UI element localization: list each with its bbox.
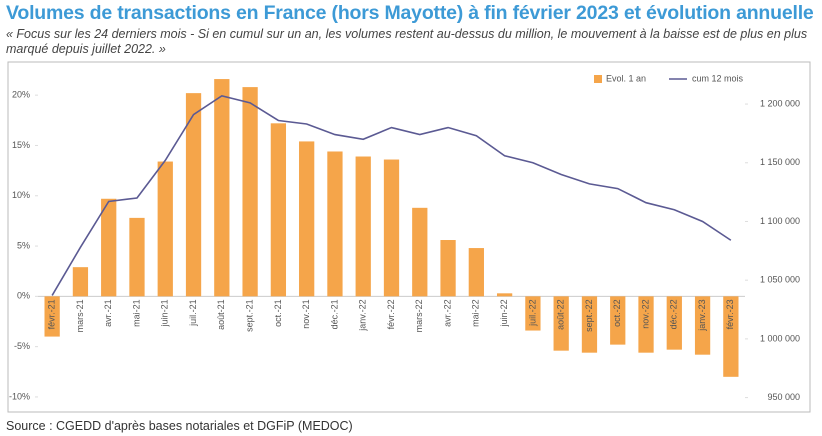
chart-title: Volumes de transactions en France (hors … (6, 2, 814, 24)
y2-tick-label: 1 200 000 (760, 98, 800, 108)
x-tick-label: oct.-21 (273, 299, 283, 327)
bar (666, 296, 682, 350)
y-tick-label: 0% (17, 291, 30, 301)
x-tick-label: août-22 (556, 299, 566, 330)
x-tick-label: févr.-22 (386, 299, 396, 329)
bar (242, 87, 258, 297)
x-tick-label: déc.-21 (329, 299, 339, 329)
x-tick-label: déc.-22 (669, 299, 679, 329)
source-note: Source : CGEDD d'après bases notariales … (6, 419, 353, 433)
line (51, 94, 732, 296)
x-tick-label: sept.-21 (244, 299, 254, 332)
y2-tick-label: 1 050 000 (760, 275, 800, 285)
legend-label: cum 12 mois (692, 73, 744, 83)
y-tick-label: 20% (12, 90, 30, 100)
bar (723, 296, 739, 377)
bar (299, 141, 315, 297)
bar (214, 79, 230, 297)
x-tick-label: sept.-22 (584, 299, 594, 332)
bar (327, 151, 343, 297)
x-tick-label: oct.-22 (612, 299, 622, 327)
x-tick-label: mars-21 (75, 299, 85, 332)
bar (581, 296, 598, 353)
bar (72, 267, 89, 297)
y2-tick-label: 1 000 000 (760, 333, 800, 343)
legend-label: Evol. 1 an (606, 73, 646, 83)
x-tick-label: août-21 (216, 299, 226, 330)
y2-tick-label: 1 100 000 (760, 216, 800, 226)
bar (525, 296, 541, 331)
bar (694, 296, 711, 355)
bar (412, 207, 428, 297)
bar (553, 296, 569, 351)
y-tick-label: -5% (14, 341, 30, 351)
bar (355, 156, 371, 297)
x-tick-label: juin-21 (160, 299, 170, 327)
chart: -10% -5% 0% 5% 10% 15% 20% 950 000 1 000 000 1 05… (7, 61, 811, 413)
bar (496, 293, 513, 297)
x-tick-label: nov.-21 (301, 299, 311, 328)
x-tick-label: avr.-21 (103, 299, 113, 327)
bar (185, 93, 202, 297)
x-tick-label: janv.-23 (697, 299, 707, 331)
chart-frame (7, 61, 811, 413)
bar (44, 296, 60, 337)
x-tick-label: mai-21 (131, 299, 141, 327)
x-tick-label: janv.-22 (358, 299, 368, 331)
bar (270, 123, 287, 297)
legend-swatch (594, 75, 602, 83)
bar (129, 217, 145, 297)
x-tick-label: févr.-23 (725, 299, 735, 329)
y2-tick-label: 950 000 (767, 392, 800, 402)
x-tick-label: nov.-22 (640, 299, 650, 328)
x-tick-label: juil.-22 (527, 299, 537, 327)
x-tick-label: mars-22 (414, 299, 424, 332)
bar (440, 240, 456, 297)
bar (383, 159, 400, 297)
bar (101, 198, 117, 297)
x-tick-label: févr.-21 (47, 299, 57, 329)
bar (157, 161, 173, 297)
y-tick-label: -10% (9, 391, 30, 401)
chart-subtitle: « Focus sur les 24 derniers mois - Si en… (6, 27, 808, 56)
bar (610, 296, 626, 345)
x-tick-label: mai-22 (471, 299, 481, 327)
bar (638, 296, 654, 353)
bar (468, 248, 484, 297)
y-tick-label: 10% (12, 190, 30, 200)
x-tick-label: avr.-22 (442, 299, 452, 327)
y-tick-label: 15% (12, 140, 30, 150)
x-tick-label: juin-22 (499, 299, 509, 327)
y-tick-label: 5% (17, 240, 30, 250)
x-tick-label: juil.-21 (188, 299, 198, 327)
y2-tick-label: 1 150 000 (760, 157, 800, 167)
